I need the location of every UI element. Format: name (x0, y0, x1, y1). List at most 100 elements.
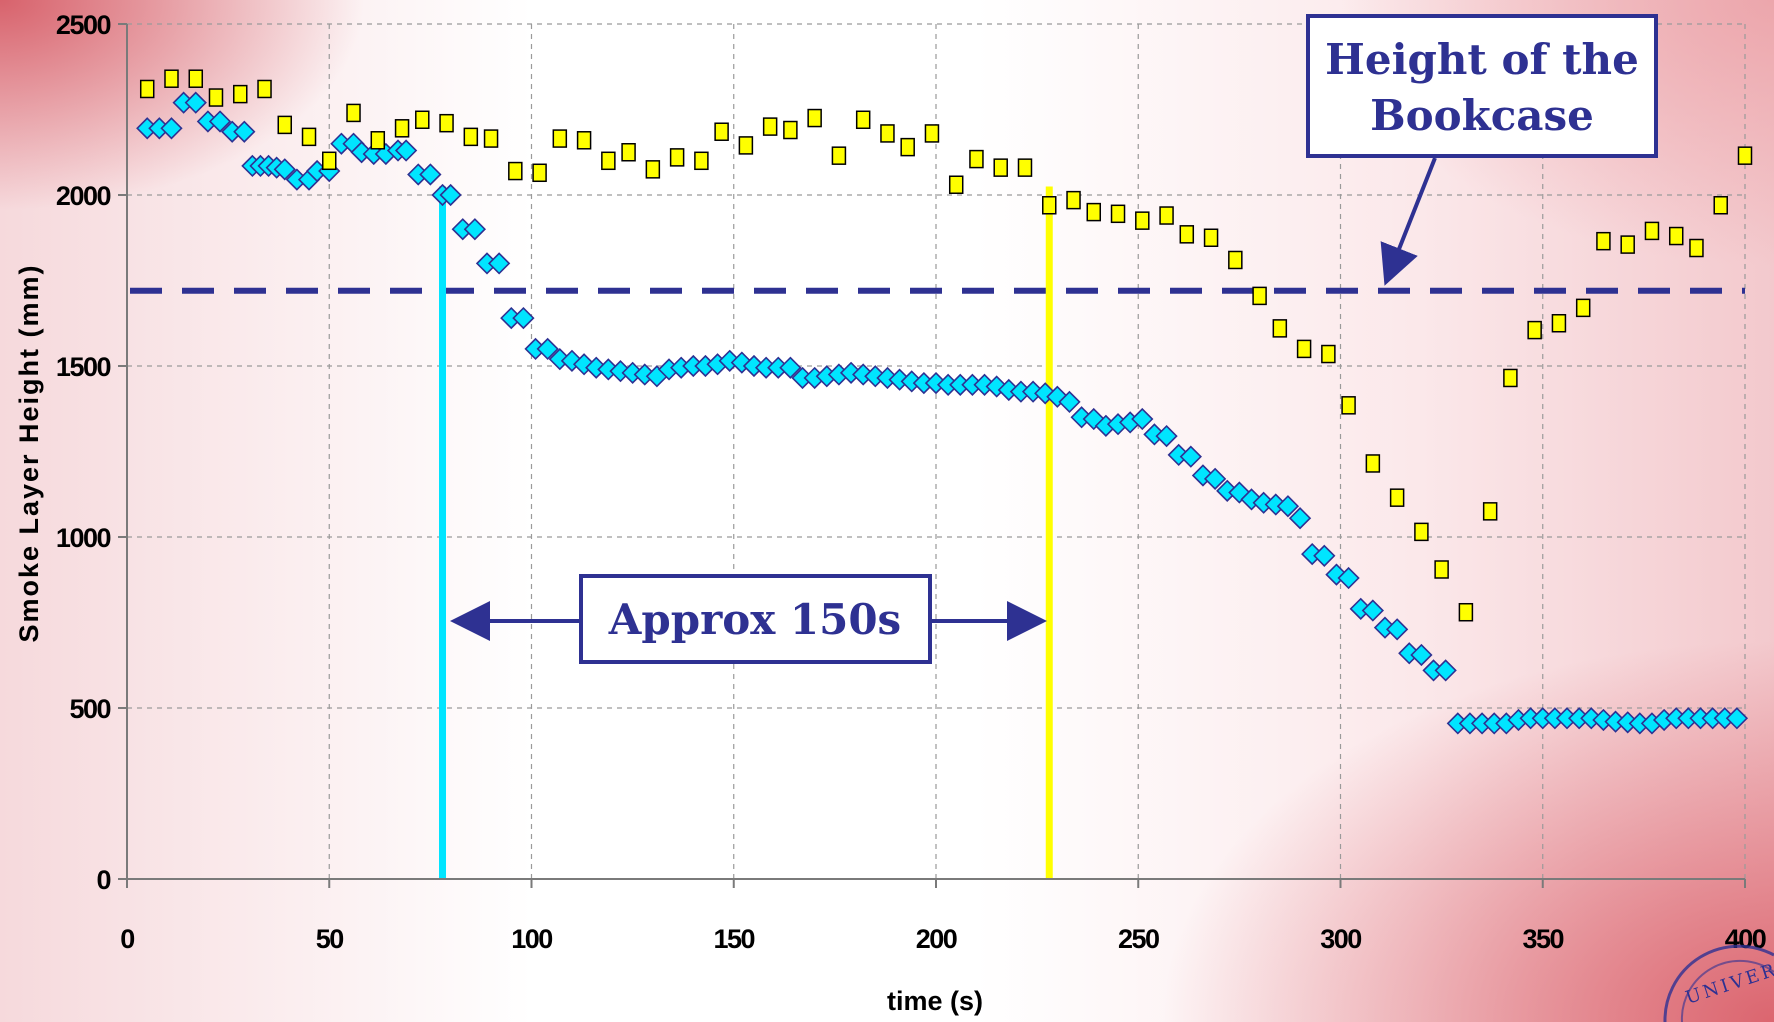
y-tick-label: 1000 (56, 523, 111, 553)
diamond-point (273, 158, 296, 181)
square-point (188, 69, 204, 88)
grid-lines (127, 23, 1746, 879)
x-axis-title: time (s) (887, 986, 983, 1016)
square-point (1341, 396, 1356, 415)
y-tick-label: 500 (69, 694, 110, 724)
square-point (1272, 319, 1288, 338)
square-point (1620, 235, 1635, 254)
square-point (532, 163, 547, 183)
diamond-point (160, 117, 183, 140)
y-tick-label: 2000 (56, 181, 111, 211)
diamond-point (1155, 424, 1178, 448)
square-point (1159, 206, 1174, 225)
x-tick-label: 250 (1118, 924, 1159, 954)
square-point (969, 149, 984, 169)
diamond-point (1385, 618, 1409, 641)
square-point (900, 137, 915, 157)
diamond-point (1276, 495, 1300, 518)
square-point (783, 120, 798, 140)
square-point (277, 115, 293, 135)
square-point (1596, 231, 1611, 251)
square-point (301, 127, 317, 147)
diamond-point (1725, 707, 1749, 730)
square-point (1179, 225, 1195, 244)
square-point (394, 119, 410, 138)
diamond-point (512, 306, 535, 330)
reference-lines (130, 186, 1745, 879)
square-point (483, 129, 499, 148)
diamond-point (488, 252, 511, 275)
seal-text: UNIVER (1683, 959, 1774, 1009)
y-tick-label: 0 (96, 865, 110, 895)
square-point (1668, 226, 1684, 246)
bookcase-callout-line1: Height of the (1325, 35, 1639, 84)
diamond-point (463, 218, 487, 241)
square-point (1042, 196, 1057, 215)
diamond-point (233, 120, 256, 143)
square-point (164, 69, 179, 88)
square-point (645, 160, 661, 179)
square-point (1017, 158, 1033, 177)
x-tick-label: 300 (1320, 924, 1361, 954)
y-tick-label: 1500 (56, 352, 111, 382)
square-point (322, 151, 337, 171)
x-tick-label: 50 (316, 924, 344, 954)
bookcase-callout-line2: Bookcase (1370, 91, 1594, 140)
square-point (714, 122, 729, 141)
square-point (1482, 502, 1498, 521)
square-point (415, 110, 430, 130)
diamond-point (1434, 659, 1457, 682)
axes: 0 50 100 150 200 250 300 350 4000500100015002000… (56, 10, 1767, 954)
square-point (1321, 344, 1336, 364)
diamond-point (1410, 643, 1433, 667)
diamond-point (1361, 599, 1384, 622)
square-point (1575, 298, 1591, 318)
data-series (136, 69, 1753, 735)
diamond-point (1313, 544, 1336, 567)
square-point (1389, 488, 1405, 507)
diamond-point (1288, 507, 1312, 530)
square-point (738, 136, 754, 155)
square-point (1551, 314, 1567, 333)
square-point (463, 127, 479, 147)
square-point (601, 151, 616, 171)
diamond-point (184, 91, 207, 114)
diamond-point (394, 139, 418, 162)
diamond-point (1082, 407, 1105, 431)
square-point (855, 110, 871, 130)
square-point (139, 79, 155, 99)
y-axis-title: Smoke Layer Height (mm) (14, 263, 44, 642)
square-point (1203, 228, 1219, 247)
bookcase-callout-box (1306, 14, 1658, 158)
square-point (552, 129, 568, 148)
bookcase-callout-arrow (1380, 157, 1437, 286)
square-point (1458, 602, 1474, 622)
diamond-point (1228, 481, 1251, 504)
interval-callout-box (579, 574, 932, 664)
diamond-point (208, 110, 232, 133)
square-point (1296, 339, 1312, 359)
diamond-point (1131, 407, 1154, 431)
diamond-point (1179, 445, 1202, 468)
square-point (1086, 202, 1102, 222)
university-seal: UNIVER (1663, 944, 1774, 1022)
square-point (208, 88, 224, 107)
square-point (1414, 522, 1429, 542)
x-tick-label: 350 (1522, 924, 1563, 954)
square-point (948, 175, 964, 194)
square-point (831, 146, 847, 165)
square-point (370, 131, 386, 150)
square-point (1135, 211, 1150, 230)
square-point (924, 124, 940, 143)
x-tick-label: 200 (916, 924, 957, 954)
diamond-point (439, 183, 462, 207)
square-point (257, 79, 272, 99)
square-point (1110, 204, 1126, 224)
square-point (1644, 221, 1660, 241)
square-point (576, 131, 592, 150)
diamond-point (1337, 566, 1360, 590)
x-tick-label: 150 (713, 924, 754, 954)
square-point (1689, 238, 1704, 258)
square-point (669, 148, 685, 167)
square-point (807, 108, 822, 128)
